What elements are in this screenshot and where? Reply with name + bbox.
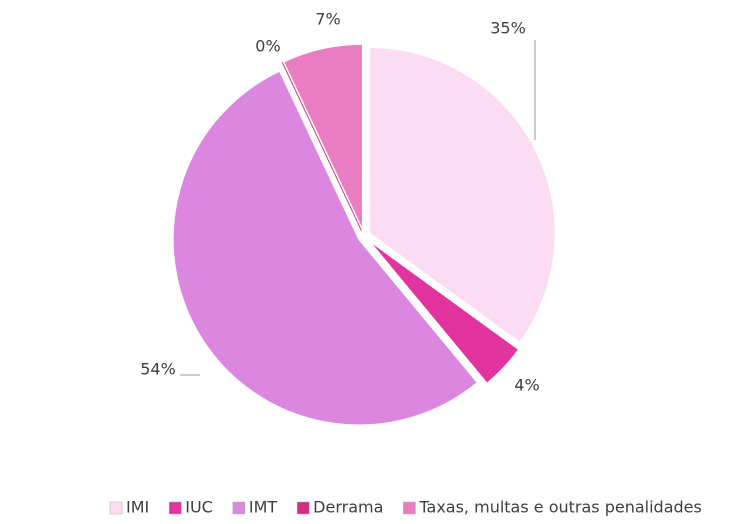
data-label: 35% bbox=[490, 19, 526, 38]
legend-label: IUC bbox=[185, 498, 213, 517]
legend-label: Derrama bbox=[313, 498, 383, 517]
legend-swatch bbox=[296, 501, 310, 515]
data-label: 7% bbox=[315, 10, 340, 29]
legend-swatch bbox=[403, 501, 416, 515]
pie-slice bbox=[367, 239, 520, 385]
pie-slice bbox=[281, 62, 362, 231]
legend-swatch bbox=[232, 501, 246, 515]
legend-swatch bbox=[169, 501, 182, 515]
data-label: 54% bbox=[140, 360, 176, 379]
data-label: 0% bbox=[255, 37, 280, 56]
legend-swatch bbox=[109, 501, 123, 515]
legend-label: Taxas, multas e outras penalidades bbox=[418, 498, 701, 517]
data-label: 4% bbox=[514, 376, 539, 395]
legend-label: IMT bbox=[249, 498, 278, 517]
pie-slice bbox=[368, 46, 557, 344]
pie-slice bbox=[282, 43, 364, 231]
legend-label: IMI bbox=[126, 498, 149, 517]
pie-slice bbox=[172, 69, 479, 426]
